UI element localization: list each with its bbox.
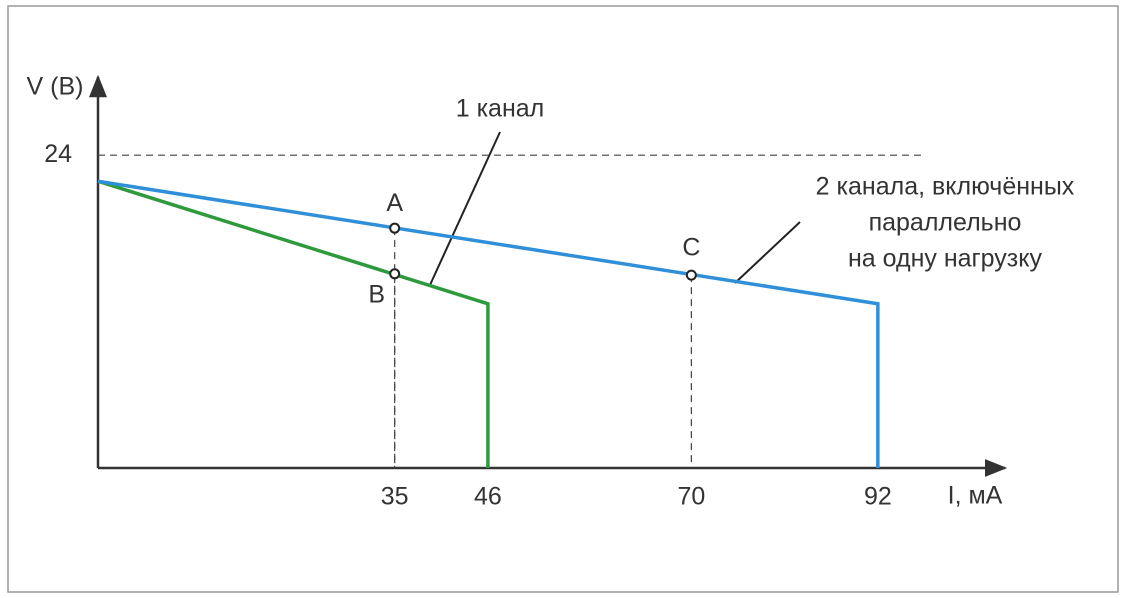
x-tick-label: 92 xyxy=(864,483,892,511)
point-marker xyxy=(389,268,401,280)
point-label: A xyxy=(386,189,403,217)
annotation: параллельно xyxy=(869,209,1022,237)
point-label: C xyxy=(682,234,700,262)
leader-line xyxy=(429,131,501,286)
leader-line xyxy=(734,221,801,284)
x-axis-label: I, мА xyxy=(948,482,1003,510)
annotation: на одну нагрузку xyxy=(848,245,1042,273)
y-axis-label: V (B) xyxy=(27,73,84,101)
series-line xyxy=(97,179,880,468)
x-tick-label: 70 xyxy=(677,483,705,511)
point-label: B xyxy=(368,280,385,308)
x-tick-label: 35 xyxy=(381,483,409,511)
point-marker xyxy=(685,269,697,281)
x-tick-label: 46 xyxy=(474,483,502,511)
y-tick-label: 24 xyxy=(44,140,72,168)
frame xyxy=(7,5,1119,593)
annotation: 1 канал xyxy=(456,95,545,123)
series-line xyxy=(97,179,490,468)
point-marker xyxy=(389,222,401,234)
annotation: 2 канала, включённых xyxy=(816,173,1075,201)
